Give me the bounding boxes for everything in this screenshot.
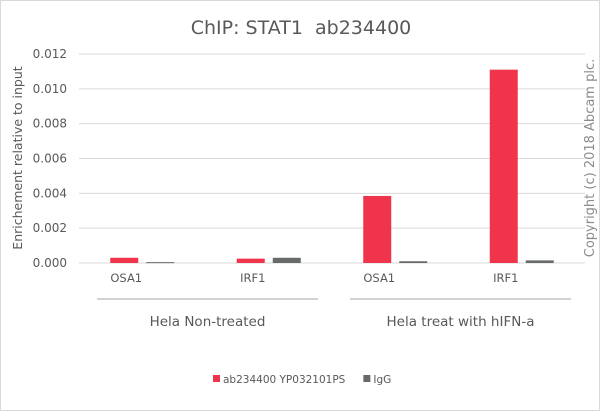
bar-igg: [272, 257, 301, 263]
y-axis-label: Enrichement relative to input: [10, 66, 25, 249]
y-tick-label: 0.000: [33, 256, 67, 270]
bar-igg: [399, 261, 428, 263]
chart-title: ChIP: STAT1 ab234400: [191, 17, 412, 39]
legend-swatch: [363, 375, 371, 382]
y-tick-label: 0.004: [33, 186, 67, 200]
x-tick-label: OSA1: [110, 271, 142, 285]
legend-label: IgG: [373, 374, 391, 386]
y-tick-label: 0.012: [33, 47, 67, 61]
bar-igg: [525, 260, 554, 263]
bar-igg: [146, 262, 175, 264]
legend-swatch: [213, 375, 220, 382]
y-tick-label: 0.002: [33, 221, 67, 235]
bar-ab234400-yp032101ps: [110, 257, 139, 263]
group-labels: Hela Non-treated Hela treat with hIFN-a: [97, 298, 571, 330]
bar-ab234400-yp032101ps: [363, 195, 392, 263]
x-tick-label: OSA1: [363, 271, 395, 285]
group-label: Hela Non-treated: [150, 314, 266, 330]
gridlines: [79, 53, 585, 264]
bars: [110, 69, 554, 264]
y-tick-label: 0.010: [33, 82, 67, 96]
bar-ab234400-yp032101ps: [489, 69, 518, 263]
x-tick-labels: OSA1 IRF1 OSA1 IRF1: [110, 271, 518, 285]
copyright-watermark: Copyright (c) 2018 Abcam plc.: [583, 59, 598, 258]
legend-label: ab234400 YP032101PS: [223, 374, 346, 386]
x-tick-label: IRF1: [240, 271, 265, 285]
bar-ab234400-yp032101ps: [236, 258, 265, 263]
group-label: Hela treat with hIFN-a: [387, 314, 535, 330]
y-tick-label: 0.006: [33, 152, 67, 166]
x-tick-label: IRF1: [493, 271, 518, 285]
y-tick-labels: 0.000 0.002 0.004 0.006 0.008 0.010 0.012: [33, 47, 67, 270]
y-tick-label: 0.008: [33, 117, 67, 131]
legend: ab234400 YP032101PS IgG: [213, 374, 391, 386]
